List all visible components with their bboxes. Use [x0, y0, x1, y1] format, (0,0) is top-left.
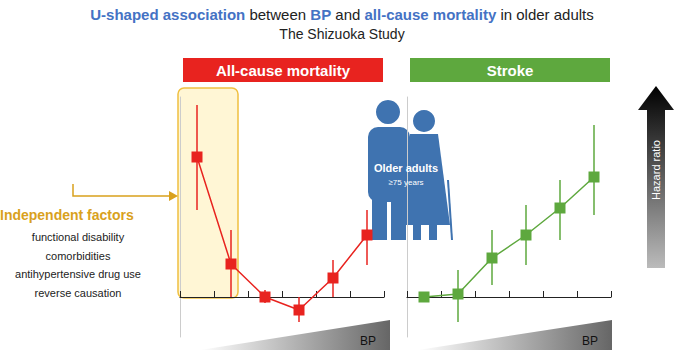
svg-text:functional disability: functional disability: [32, 231, 125, 243]
svg-text:and: and: [331, 6, 364, 23]
svg-text:BP: BP: [582, 334, 598, 348]
svg-text:between: between: [245, 6, 310, 23]
svg-text:BP: BP: [360, 334, 376, 348]
svg-text:Older adults: Older adults: [374, 162, 438, 174]
svg-text:Stroke: Stroke: [487, 62, 534, 79]
svg-text:comorbidities: comorbidities: [46, 250, 111, 262]
svg-text:BP: BP: [310, 6, 331, 23]
svg-text:Independent factors: Independent factors: [0, 207, 134, 223]
svg-text:reverse causation: reverse causation: [35, 287, 122, 299]
svg-text:all-cause mortality: all-cause mortality: [365, 6, 497, 23]
svg-text:antihypertensive drug use: antihypertensive drug use: [15, 268, 141, 280]
svg-text:in older adults: in older adults: [496, 6, 594, 23]
svg-text:≥75 years: ≥75 years: [388, 178, 423, 187]
svg-text:U-shaped association: U-shaped association: [90, 6, 245, 23]
svg-text:The Shizuoka Study: The Shizuoka Study: [279, 26, 404, 42]
svg-text:Hazard ratio: Hazard ratio: [650, 140, 662, 200]
svg-text:All-cause mortality: All-cause mortality: [216, 62, 351, 79]
